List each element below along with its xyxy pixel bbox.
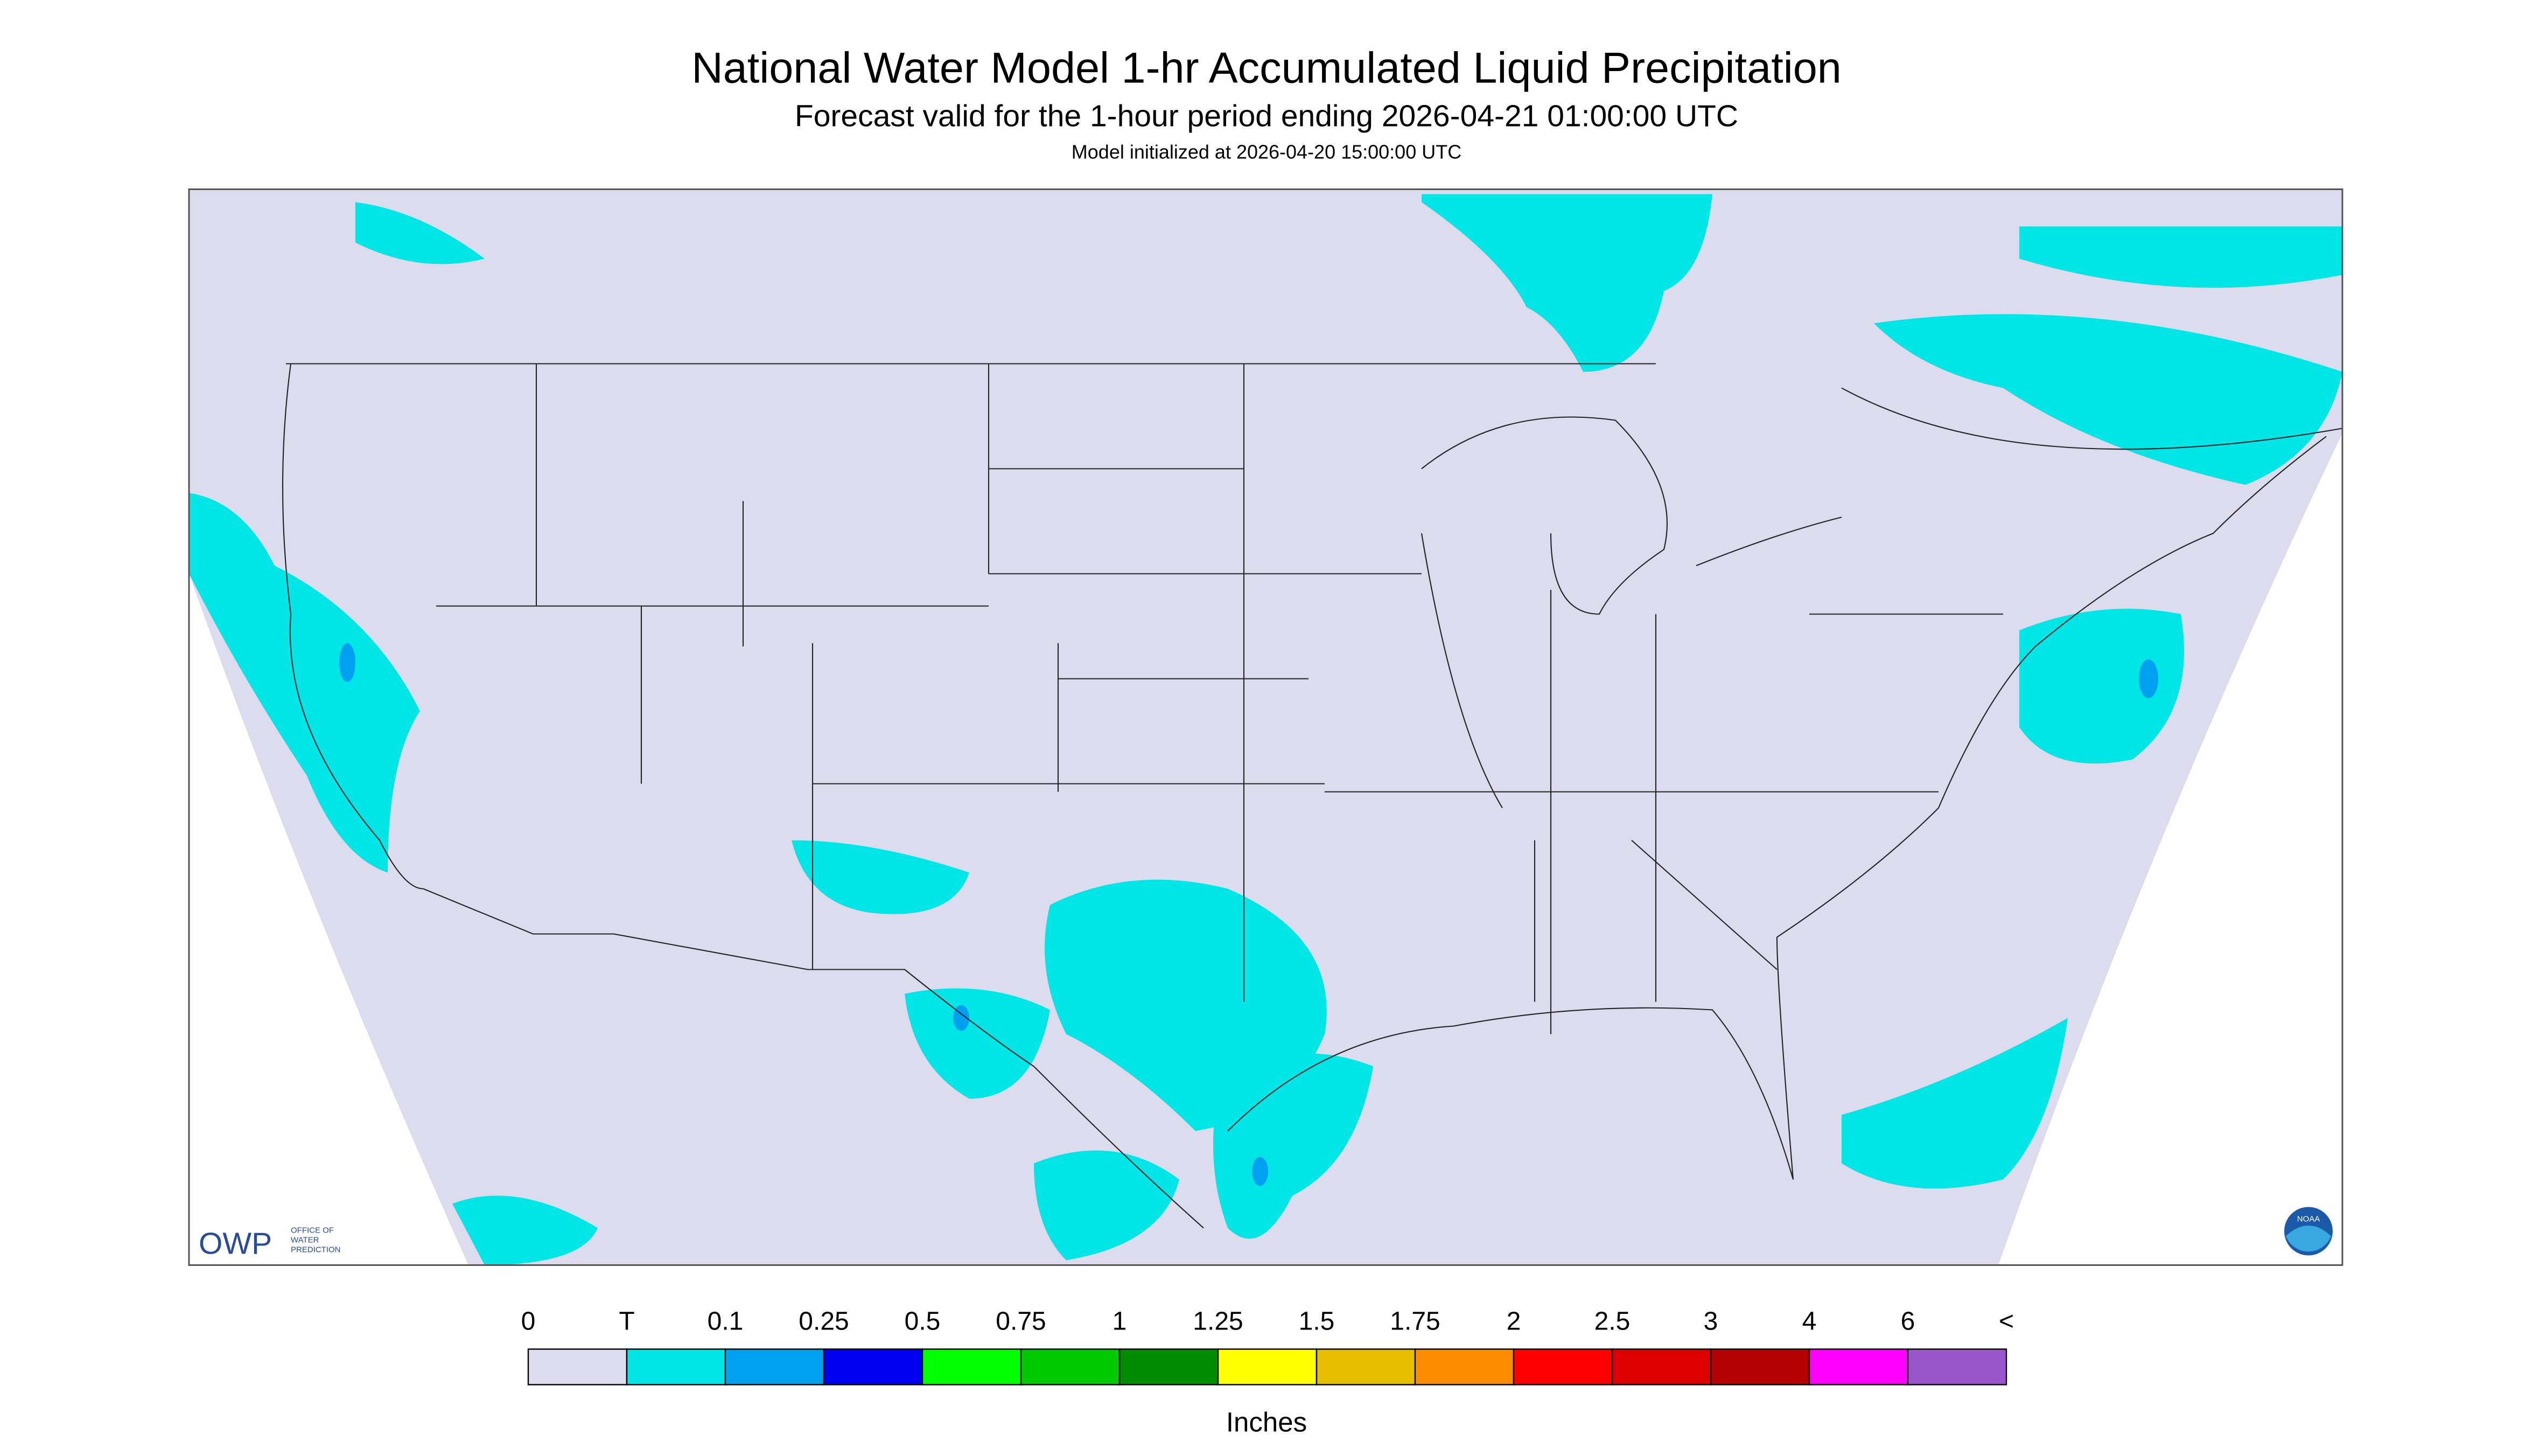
colorbar-unit: Inches: [1226, 1407, 1307, 1438]
precip-areas: [189, 194, 2342, 1265]
owp-logo-line: OFFICE OF: [291, 1226, 334, 1235]
precip-area: [2019, 608, 2184, 764]
colorbar-label: 0: [521, 1307, 536, 1336]
precip-area: [1874, 314, 2342, 485]
colorbar-box: [1808, 1348, 1909, 1385]
colorbar-box: [1020, 1348, 1121, 1385]
colorbar-label: 4: [1802, 1307, 1817, 1336]
precip-area: [1842, 1018, 2068, 1189]
colorbar-box: [1118, 1348, 1219, 1385]
colorbar-box: [1907, 1348, 2007, 1385]
colorbar-label: 2.5: [1594, 1307, 1631, 1336]
precip-area: [339, 643, 355, 682]
precip-area: [1422, 194, 1712, 372]
precip-area: [355, 202, 485, 264]
state-line: [436, 363, 2003, 1034]
colorbar-label: 0.25: [799, 1307, 849, 1336]
noaa-logo-wave: [2286, 1226, 2331, 1252]
colorbar-label: 0.75: [996, 1307, 1046, 1336]
colorbar-box: [1414, 1348, 1515, 1385]
colorbar-box: [1710, 1348, 1810, 1385]
colorbar-label: 0.5: [905, 1307, 941, 1336]
colorbar-label: 1.5: [1299, 1307, 1335, 1336]
colorbar-label: 1: [1112, 1307, 1127, 1336]
colorbar-box: [921, 1348, 1022, 1385]
owp-logo: OWP: [199, 1227, 272, 1261]
title: National Water Model 1-hr Accumulated Li…: [691, 44, 1842, 93]
precip-area: [1213, 1053, 1373, 1239]
map-border: [188, 188, 2343, 1266]
colorbar-box: [1611, 1348, 1712, 1385]
colorbar-box: [527, 1348, 628, 1385]
colorbar: 0 T 0.1 0.25 0.5 0.75 1 1.25 1.5 1.75 2 2.5 3 4 6 <: [521, 1307, 2014, 1385]
colorbar-label: T: [619, 1307, 634, 1336]
owp-logo-line: WATER: [291, 1236, 319, 1245]
noaa-logo-text: NOAA: [2297, 1215, 2320, 1224]
precip-area: [1252, 1157, 1268, 1186]
precip-area: [189, 493, 420, 873]
precip-area: [1034, 1150, 1179, 1261]
precip-area: [2019, 226, 2342, 288]
precip-area: [2139, 659, 2158, 698]
domain: [189, 189, 2342, 1265]
subtitle: Forecast valid for the 1-hour period end…: [795, 99, 1738, 134]
precip-area: [905, 988, 1050, 1099]
boundaries: [282, 363, 2343, 1229]
colorbar-label: 1.25: [1193, 1307, 1243, 1336]
precip-area: [792, 840, 969, 914]
colorbar-label: 0.1: [708, 1307, 744, 1336]
great-lakes: [1421, 416, 1842, 615]
precip-area: [953, 1005, 969, 1031]
colorbar-label: 6: [1901, 1307, 1915, 1336]
colorbar-label: 2: [1507, 1307, 1521, 1336]
colorbar-box: [626, 1348, 726, 1385]
colorbar-box: [823, 1348, 923, 1385]
colorbar-box: [1217, 1348, 1318, 1385]
coastline: [1227, 436, 2327, 1180]
colorbar-label: 1.75: [1390, 1307, 1440, 1336]
border: [286, 363, 2343, 450]
border: [282, 363, 1204, 1229]
colorbar-box: [1316, 1348, 1416, 1385]
precip-heavy: [339, 643, 2158, 1186]
colorbar-label: 3: [1704, 1307, 1718, 1336]
colorbar-label: <: [1999, 1307, 2014, 1336]
init-note: Model initialized at 2026-04-20 15:00:00…: [1072, 141, 1461, 163]
colorbar-box: [1513, 1348, 1613, 1385]
colorbar-box: [724, 1348, 825, 1385]
map: OWP OFFICE OF WATER PREDICTION NOAA: [188, 188, 2343, 1266]
owp-logo-text: OFFICE OF WATER PREDICTION: [291, 1226, 341, 1255]
precip-area: [452, 1195, 598, 1265]
owp-logo-line: PREDICTION: [291, 1245, 341, 1255]
